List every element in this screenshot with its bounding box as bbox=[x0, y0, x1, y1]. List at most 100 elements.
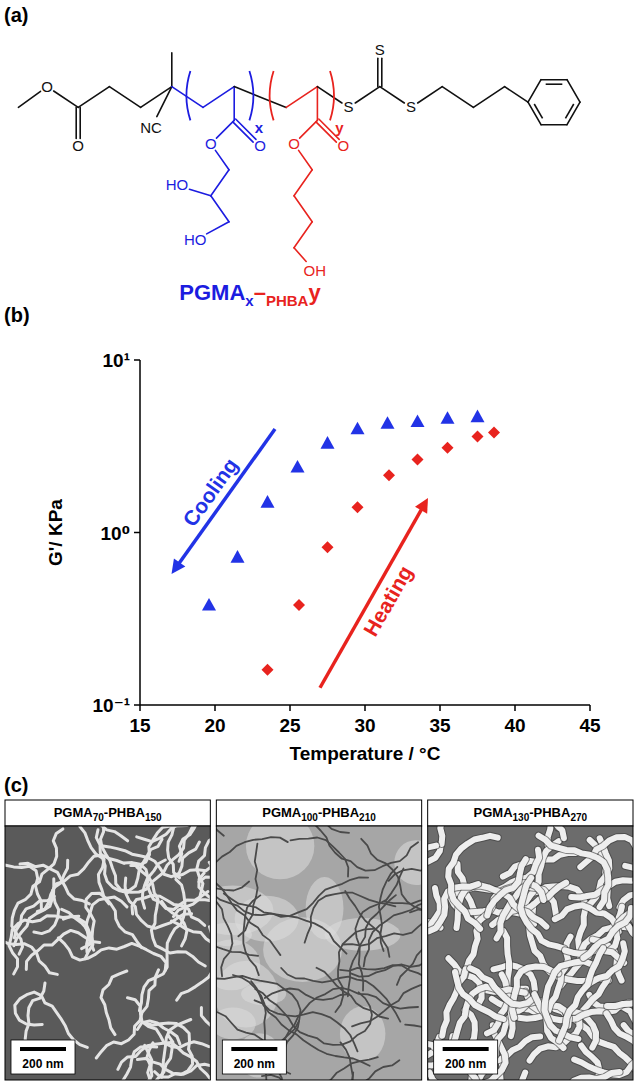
title-subscript: 130 bbox=[513, 812, 530, 823]
title-box bbox=[5, 800, 210, 826]
y-tick bbox=[134, 359, 140, 361]
worm bbox=[364, 899, 422, 966]
name-part: – bbox=[254, 280, 266, 305]
worm bbox=[384, 899, 421, 949]
image-frame bbox=[428, 826, 633, 1080]
arrow-label: Heating bbox=[359, 562, 417, 640]
worm bbox=[177, 963, 211, 1001]
bond bbox=[215, 150, 229, 169]
x-tick bbox=[214, 705, 216, 711]
worm-outline bbox=[455, 972, 503, 1019]
micrograph-panel: PGMA70-PHBA150 200 nm bbox=[0, 721, 289, 1086]
worm bbox=[455, 972, 503, 1019]
image-frame bbox=[5, 826, 210, 1080]
title-part: PGMA bbox=[262, 805, 302, 820]
worm bbox=[101, 971, 127, 1035]
x-tick-label: 20 bbox=[204, 715, 225, 736]
atom-label: O bbox=[205, 135, 217, 152]
atom-label: O bbox=[41, 78, 53, 95]
x-axis-title: Temperature / °C bbox=[290, 743, 441, 764]
micrograph-image bbox=[5, 826, 210, 1080]
data-point bbox=[488, 426, 500, 438]
worm bbox=[238, 844, 257, 937]
arrow-label: Cooling bbox=[178, 454, 242, 531]
title-box bbox=[428, 800, 633, 826]
x-tick bbox=[439, 705, 441, 711]
worm-outline bbox=[628, 926, 633, 983]
arrow-shaft bbox=[178, 429, 275, 565]
data-point bbox=[262, 664, 274, 676]
x-tick bbox=[514, 705, 516, 711]
bond bbox=[189, 189, 210, 196]
title-part: -PHBA bbox=[318, 805, 360, 820]
data-point bbox=[261, 495, 275, 508]
worm-outline bbox=[539, 836, 609, 907]
bond bbox=[78, 87, 109, 108]
bond bbox=[157, 87, 172, 117]
bond bbox=[567, 80, 580, 102]
worm bbox=[58, 938, 166, 971]
bond bbox=[418, 87, 443, 103]
worm bbox=[5, 930, 57, 975]
worm-outline bbox=[574, 1053, 633, 1075]
worm bbox=[335, 929, 373, 1012]
data-point bbox=[471, 410, 485, 423]
scale-bar-label: 200 nm bbox=[234, 1057, 275, 1071]
title-subscript: 100 bbox=[301, 812, 318, 823]
image-frame bbox=[216, 826, 421, 1080]
arrow-head bbox=[415, 498, 428, 514]
bond bbox=[381, 58, 383, 86]
bond bbox=[528, 80, 541, 102]
bond bbox=[171, 53, 173, 87]
bond bbox=[541, 79, 567, 81]
worm-outline bbox=[489, 826, 564, 838]
micrograph-image bbox=[216, 826, 421, 1080]
bond bbox=[355, 87, 380, 103]
data-point bbox=[322, 541, 334, 553]
worm bbox=[521, 878, 565, 949]
atom-label: HO bbox=[166, 176, 189, 193]
bracket bbox=[186, 71, 190, 120]
data-point bbox=[412, 453, 424, 465]
data-point bbox=[352, 501, 364, 513]
worm bbox=[405, 968, 421, 1027]
bond bbox=[211, 170, 229, 196]
title-subscript: 150 bbox=[145, 812, 162, 823]
title-subscript: 70 bbox=[93, 812, 105, 823]
atom-label: OH bbox=[304, 262, 327, 279]
scale-bar bbox=[20, 1047, 66, 1051]
y-tick-label: 10⁻¹ bbox=[93, 695, 131, 716]
worm bbox=[291, 838, 349, 877]
image-ground bbox=[216, 826, 421, 1080]
worm bbox=[20, 863, 89, 904]
worm bbox=[628, 926, 633, 983]
data-point bbox=[202, 598, 216, 611]
worm bbox=[397, 878, 422, 985]
polymer-name: PGMAx–PHBAy bbox=[179, 280, 321, 309]
x-tick bbox=[364, 705, 366, 711]
data-point bbox=[411, 415, 425, 428]
arrow-head bbox=[172, 558, 186, 573]
bracket bbox=[330, 71, 334, 120]
micrograph-panel: PGMA130-PHBA270200 nm bbox=[346, 733, 638, 1086]
bond bbox=[286, 87, 317, 108]
worm bbox=[123, 827, 193, 893]
worm bbox=[440, 826, 457, 844]
scale-bar-label: 200 nm bbox=[445, 1057, 486, 1071]
worm bbox=[559, 948, 603, 1040]
worm-outline bbox=[448, 836, 498, 929]
bond bbox=[79, 107, 81, 138]
worm bbox=[201, 1008, 210, 1063]
arrow-shaft bbox=[320, 508, 422, 688]
scale-bar bbox=[443, 1047, 489, 1051]
figure: (a)(b)(c)OONCOOHOHOOOOHSSSxyPGMAx–PHBAy1… bbox=[0, 0, 638, 1086]
atom-label: O bbox=[338, 137, 350, 154]
bracket bbox=[270, 71, 274, 120]
data-point bbox=[442, 442, 454, 454]
worm bbox=[620, 871, 633, 908]
worm bbox=[86, 1046, 157, 1080]
micrograph-title: PGMA70-PHBA150 bbox=[54, 805, 162, 823]
bond bbox=[233, 122, 253, 142]
title-part: -PHBA bbox=[104, 805, 146, 820]
worm-outline bbox=[470, 968, 534, 1004]
